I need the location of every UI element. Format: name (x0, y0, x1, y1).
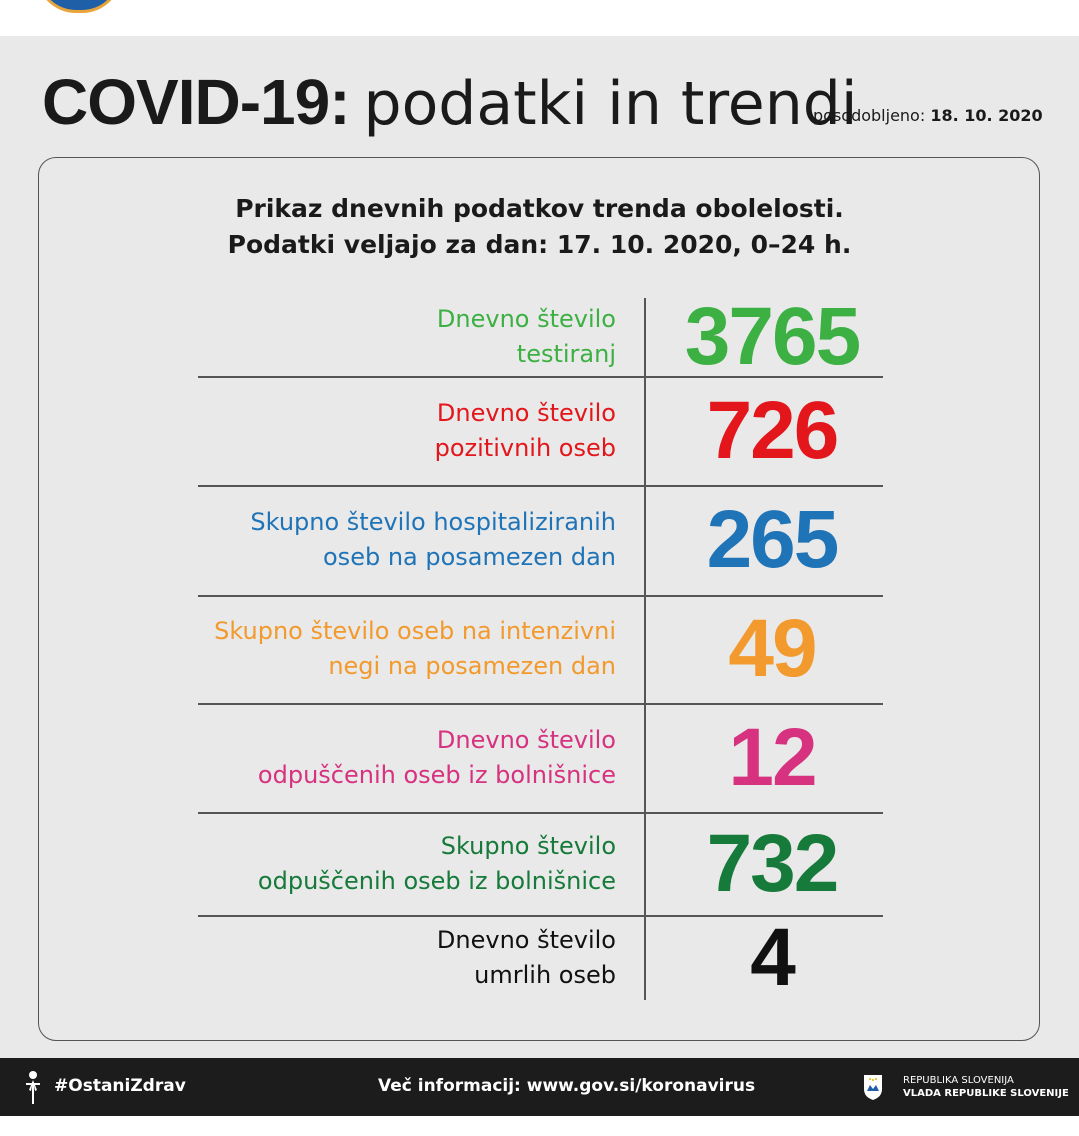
stat-value: 49 (728, 603, 817, 694)
page-title: COVID-19: podatki in trendi (42, 62, 858, 159)
person-icon (26, 1071, 40, 1104)
coat-of-arms-icon (864, 1075, 882, 1100)
row-divider (198, 915, 883, 917)
stat-label-line-2: testiranj (516, 340, 616, 368)
stats-card (38, 157, 1040, 1041)
row-divider (198, 703, 883, 705)
stat-value: 12 (728, 711, 817, 803)
stat-label-line-1: Dnevno število (436, 398, 616, 427)
top-strip (0, 0, 1079, 36)
stat-label-line-1: Skupno število hospitaliziranih (250, 508, 616, 536)
footer-bar: #OstaniZdrav Več informacij: www.gov.si/… (0, 1058, 1079, 1116)
row-divider (198, 595, 883, 597)
subtitle-line-1: Prikaz dnevnih podatkov trenda obolelost… (235, 194, 844, 223)
stat-label-line-1: Skupno število (440, 831, 616, 860)
stat-value: 4 (750, 911, 796, 1003)
hashtag-link[interactable]: #OstaniZdrav (54, 1076, 186, 1096)
gov-line-2: VLADA REPUBLIKE SLOVENIJE (903, 1088, 1069, 1099)
more-info-link[interactable]: Več informacij: www.gov.si/koronavirus (378, 1076, 756, 1096)
updated-value: 18. 10. 2020 (930, 106, 1043, 125)
stat-label-line-1: Dnevno število (436, 305, 616, 333)
table-divider-vertical (644, 298, 646, 1000)
row-divider (198, 376, 883, 378)
stat-label-line-2: odpuščenih oseb iz bolnišnice (257, 866, 616, 895)
subtitle-line-2: Podatki veljajo za dan: 17. 10. 2020, 0–… (227, 230, 852, 259)
stat-label-line-1: Dnevno število (436, 925, 616, 954)
stat-label-line-2: pozitivnih oseb (434, 433, 616, 462)
stat-label-line-2: odpuščenih oseb iz bolnišnice (257, 760, 616, 789)
row-divider (198, 812, 883, 814)
stat-label-line-1: Skupno število oseb na intenzivni (214, 617, 616, 645)
stat-value: 726 (706, 384, 840, 476)
stat-label-line-1: Dnevno število (436, 725, 616, 754)
bottom-strip (0, 1116, 1079, 1136)
title-light: podatki in trendi (363, 69, 858, 139)
title-bold: COVID-19: (42, 66, 350, 138)
stat-value: 3765 (684, 291, 861, 382)
updated-date: posodobljeno: 18. 10. 2020 (813, 106, 1043, 125)
logo-icon (36, 0, 122, 13)
infographic-panel (0, 36, 1079, 1058)
stat-value: 732 (706, 817, 840, 909)
gov-line-1: REPUBLIKA SLOVENIJA (903, 1075, 1014, 1086)
stat-value: 265 (706, 494, 840, 585)
stat-label-line-2: oseb na posamezen dan (323, 543, 616, 571)
updated-label: posodobljeno: (813, 106, 926, 125)
row-divider (198, 485, 883, 487)
stat-label-line-2: umrlih oseb (474, 960, 616, 989)
stat-label-line-2: negi na posamezen dan (328, 652, 616, 680)
